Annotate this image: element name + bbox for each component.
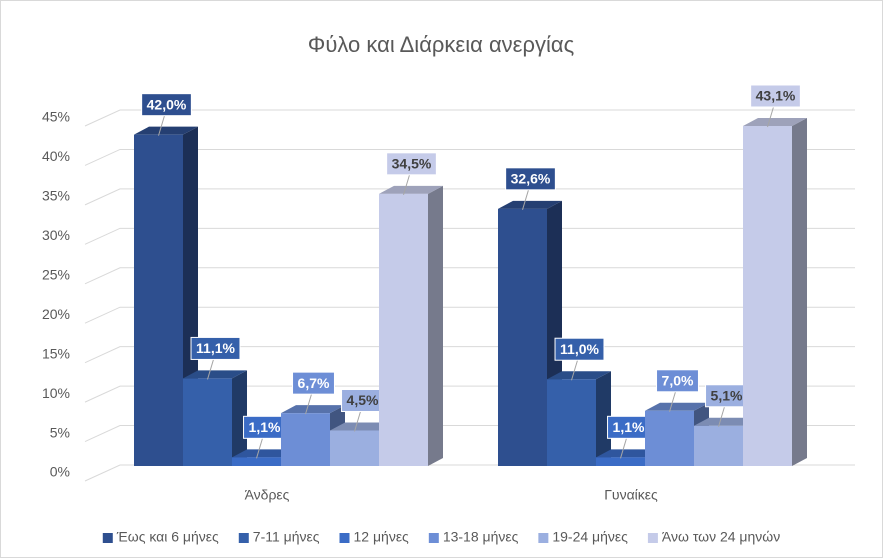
data-label: 34,5% (392, 156, 432, 172)
grid-line (84, 267, 855, 285)
grid-line (84, 148, 855, 166)
legend-swatch (428, 533, 439, 543)
label-leader (620, 438, 627, 459)
label-leader (158, 115, 165, 136)
data-label: 11,1% (196, 340, 235, 356)
legend-label: 13-18 μήνες (443, 529, 519, 545)
data-label: 5,1% (711, 387, 743, 403)
bar-top (232, 449, 296, 458)
data-label: 7,0% (662, 372, 694, 388)
label-leader (256, 438, 263, 459)
data-label: 1,1% (613, 419, 645, 435)
bar-top (330, 422, 394, 431)
bar-top (183, 370, 247, 379)
data-label-box (750, 84, 801, 108)
label-leader (522, 189, 529, 210)
data-label-box (554, 337, 605, 361)
legend-swatch (538, 533, 549, 543)
y-tick-label: 10% (42, 385, 70, 401)
y-tick-label: 5% (50, 424, 70, 440)
data-label: 32,6% (511, 171, 551, 187)
label-leader (571, 360, 578, 381)
label-leader (669, 391, 676, 412)
legend-label: 12 μήνες (354, 529, 410, 545)
legend-label: Άνω των 24 μηνών (662, 529, 780, 545)
bar-top (596, 449, 660, 458)
x-tick-label: Γυναίκες (604, 487, 658, 503)
bar-side (232, 370, 247, 466)
bar-side (428, 185, 443, 467)
data-label: 42,0% (147, 96, 187, 112)
bar (330, 430, 379, 466)
y-tick-label: 20% (42, 306, 70, 322)
label-leader (767, 106, 774, 128)
bar-top (547, 371, 611, 380)
grid-line (84, 109, 855, 127)
bar (281, 413, 330, 466)
label-leader (207, 359, 214, 380)
data-label: 4,5% (347, 392, 379, 408)
bar (743, 125, 792, 466)
bar (379, 193, 428, 467)
data-label-box (190, 336, 241, 360)
legend: Έως και 6 μήνες 7-11 μήνες 12 μήνες 13-18 μ… (102, 529, 780, 545)
data-label: 6,7% (298, 375, 330, 391)
bar (498, 208, 547, 467)
y-tick-label: 15% (42, 345, 70, 361)
bar-top (134, 126, 198, 135)
data-label-box (656, 369, 699, 393)
grid-line (84, 227, 855, 245)
legend-label: 7-11 μήνες (253, 529, 320, 545)
label-leader (305, 394, 312, 415)
label-leader (354, 411, 361, 432)
bar (183, 378, 232, 466)
data-label: 11,0% (560, 341, 599, 357)
data-label-box (141, 93, 192, 117)
legend-swatch (339, 533, 350, 543)
bar-top (281, 405, 345, 414)
legend-swatch (647, 533, 658, 543)
grid-line (84, 188, 855, 206)
bar-side (596, 371, 611, 466)
bar-top (743, 117, 807, 126)
bar (232, 457, 281, 466)
x-tick-label: Άνδρες (245, 487, 290, 503)
y-tick-label: 45% (42, 109, 70, 125)
y-tick-label: 30% (42, 227, 70, 243)
y-tick-label: 0% (50, 464, 70, 480)
bar (547, 379, 596, 466)
grid-line (84, 306, 855, 324)
label-leader (403, 174, 410, 195)
data-label-box (386, 152, 437, 176)
label-leader (718, 406, 725, 427)
y-tick-label: 35% (42, 188, 70, 204)
bar (596, 457, 645, 466)
grid-line (84, 346, 855, 364)
bar (134, 134, 183, 466)
chart-title: Φύλο και Διάρκεια ανεργίας (308, 32, 574, 57)
legend-label: 19-24 μήνες (552, 529, 628, 545)
legend-swatch (238, 533, 249, 543)
data-label: 43,1% (756, 88, 796, 104)
legend-label: Έως και 6 μήνες (116, 529, 219, 545)
y-tick-label: 40% (42, 148, 70, 164)
legend-swatch (102, 533, 113, 543)
bar-side (792, 117, 807, 466)
data-label-box (505, 167, 556, 191)
y-tick-label: 25% (42, 266, 70, 282)
data-label-box (292, 371, 335, 395)
data-label: 1,1% (249, 419, 281, 435)
bar (694, 425, 743, 466)
bar-top (694, 417, 758, 426)
bar-top (498, 200, 562, 209)
bar-top (379, 185, 443, 194)
bar-top (645, 402, 709, 411)
bar (645, 410, 694, 466)
